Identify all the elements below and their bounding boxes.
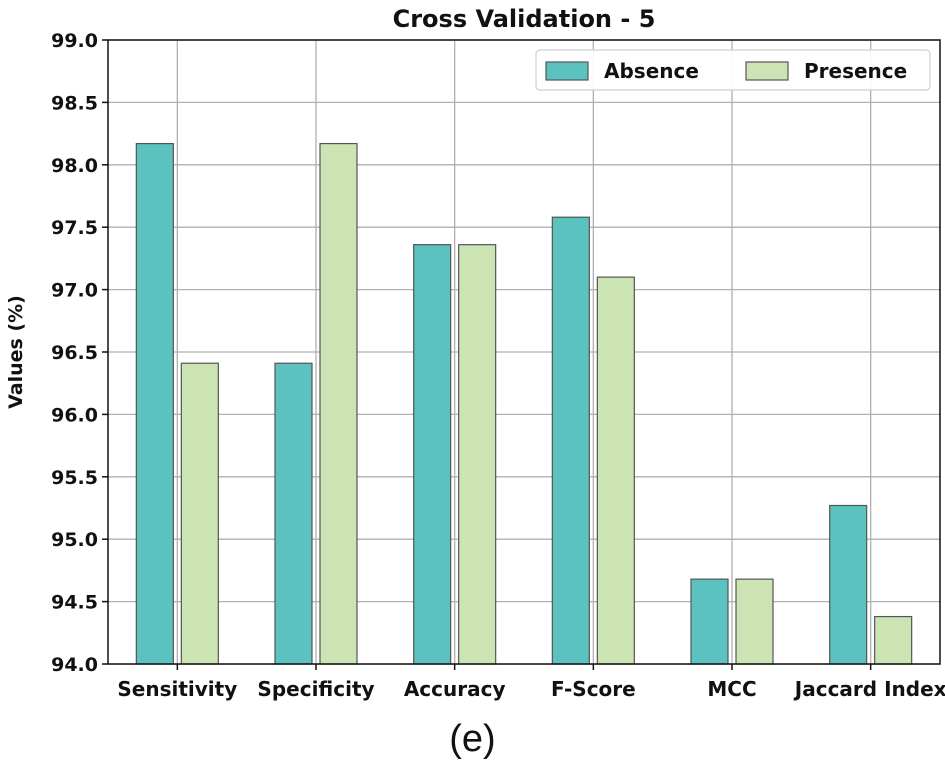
bar-presence-accuracy [458, 244, 497, 665]
y-axis-label: Values (%) [5, 295, 27, 409]
legend-swatch-presence [745, 61, 789, 81]
bar-presence-sensitivity [180, 362, 219, 665]
legend-box [535, 49, 931, 91]
x-tick-label: Accuracy [404, 677, 506, 701]
y-tick-label: 97.5 [51, 217, 98, 239]
bar-presence-jaccard-index [874, 615, 913, 665]
bar-presence-mcc [735, 578, 774, 665]
bar-presence-specificity [319, 142, 358, 665]
bar-absence-mcc [690, 578, 729, 665]
bar-absence-specificity [274, 362, 313, 665]
chart-title: Cross Validation - 5 [393, 5, 656, 33]
legend-label-presence: Presence [804, 59, 907, 83]
x-tick-label: Specificity [257, 677, 374, 701]
x-tick-label: MCC [707, 677, 756, 701]
bar-presence-f-score [596, 276, 635, 665]
legend-swatch-absence [545, 61, 589, 81]
bar-absence-accuracy [413, 244, 452, 665]
bar-absence-f-score [551, 216, 590, 665]
y-tick-label: 99.0 [51, 30, 98, 52]
bar-chart: 94.0 94.5 95.0 95.5 96.0 96.5 97.0 97.5 98.0 98.5… [5, 5, 945, 701]
x-tick-label: Jaccard Index [793, 677, 945, 701]
y-tick-label: 95.0 [51, 529, 98, 551]
y-tick-label: 95.5 [51, 467, 98, 489]
y-tick-label: 98.5 [51, 92, 98, 114]
y-tick-label: 94.5 [51, 592, 98, 614]
y-tick-label: 96.5 [51, 342, 98, 364]
y-tick-label: 98.0 [51, 155, 98, 177]
legend: Absence Presence [535, 49, 931, 91]
bar-absence-sensitivity [135, 142, 174, 665]
y-tick-label: 94.0 [51, 654, 98, 676]
y-tick-label: 97.0 [51, 280, 98, 302]
x-tick-label: Sensitivity [117, 677, 237, 701]
y-tick-label: 96.0 [51, 404, 98, 426]
y-axis-ticks: 94.0 94.5 95.0 95.5 96.0 96.5 97.0 97.5 98.0 98.5… [51, 30, 108, 676]
figure-caption: (e) [449, 718, 496, 760]
bar-absence-jaccard-index [829, 504, 868, 665]
bars [135, 142, 913, 665]
legend-label-absence: Absence [604, 59, 699, 83]
x-axis-ticks: Sensitivity Specificity Accuracy F-Score MCC… [117, 664, 945, 701]
x-tick-label: F-Score [551, 677, 636, 701]
grid-lines [108, 39, 940, 665]
